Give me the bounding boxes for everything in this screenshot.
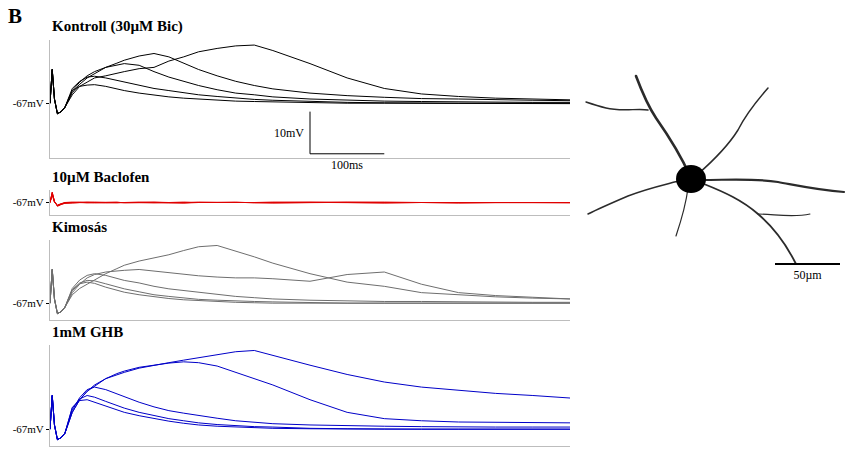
svg-text:-67mV: -67mV	[13, 423, 44, 435]
svg-text:Kontroll (30µM Bic): Kontroll (30µM Bic)	[52, 18, 183, 35]
svg-text:1mM GHB: 1mM GHB	[52, 324, 123, 340]
svg-text:-67mV: -67mV	[13, 196, 44, 208]
svg-text:Kimosás: Kimosás	[52, 219, 107, 235]
svg-text:10mV: 10mV	[274, 126, 304, 140]
svg-text:50µm: 50µm	[793, 268, 822, 282]
svg-text:-67mV: -67mV	[13, 297, 44, 309]
svg-text:10µM Baclofen: 10µM Baclofen	[52, 169, 150, 185]
svg-text:100ms: 100ms	[331, 158, 363, 172]
svg-text:-67mV: -67mV	[13, 97, 44, 109]
svg-text:B: B	[8, 4, 22, 28]
